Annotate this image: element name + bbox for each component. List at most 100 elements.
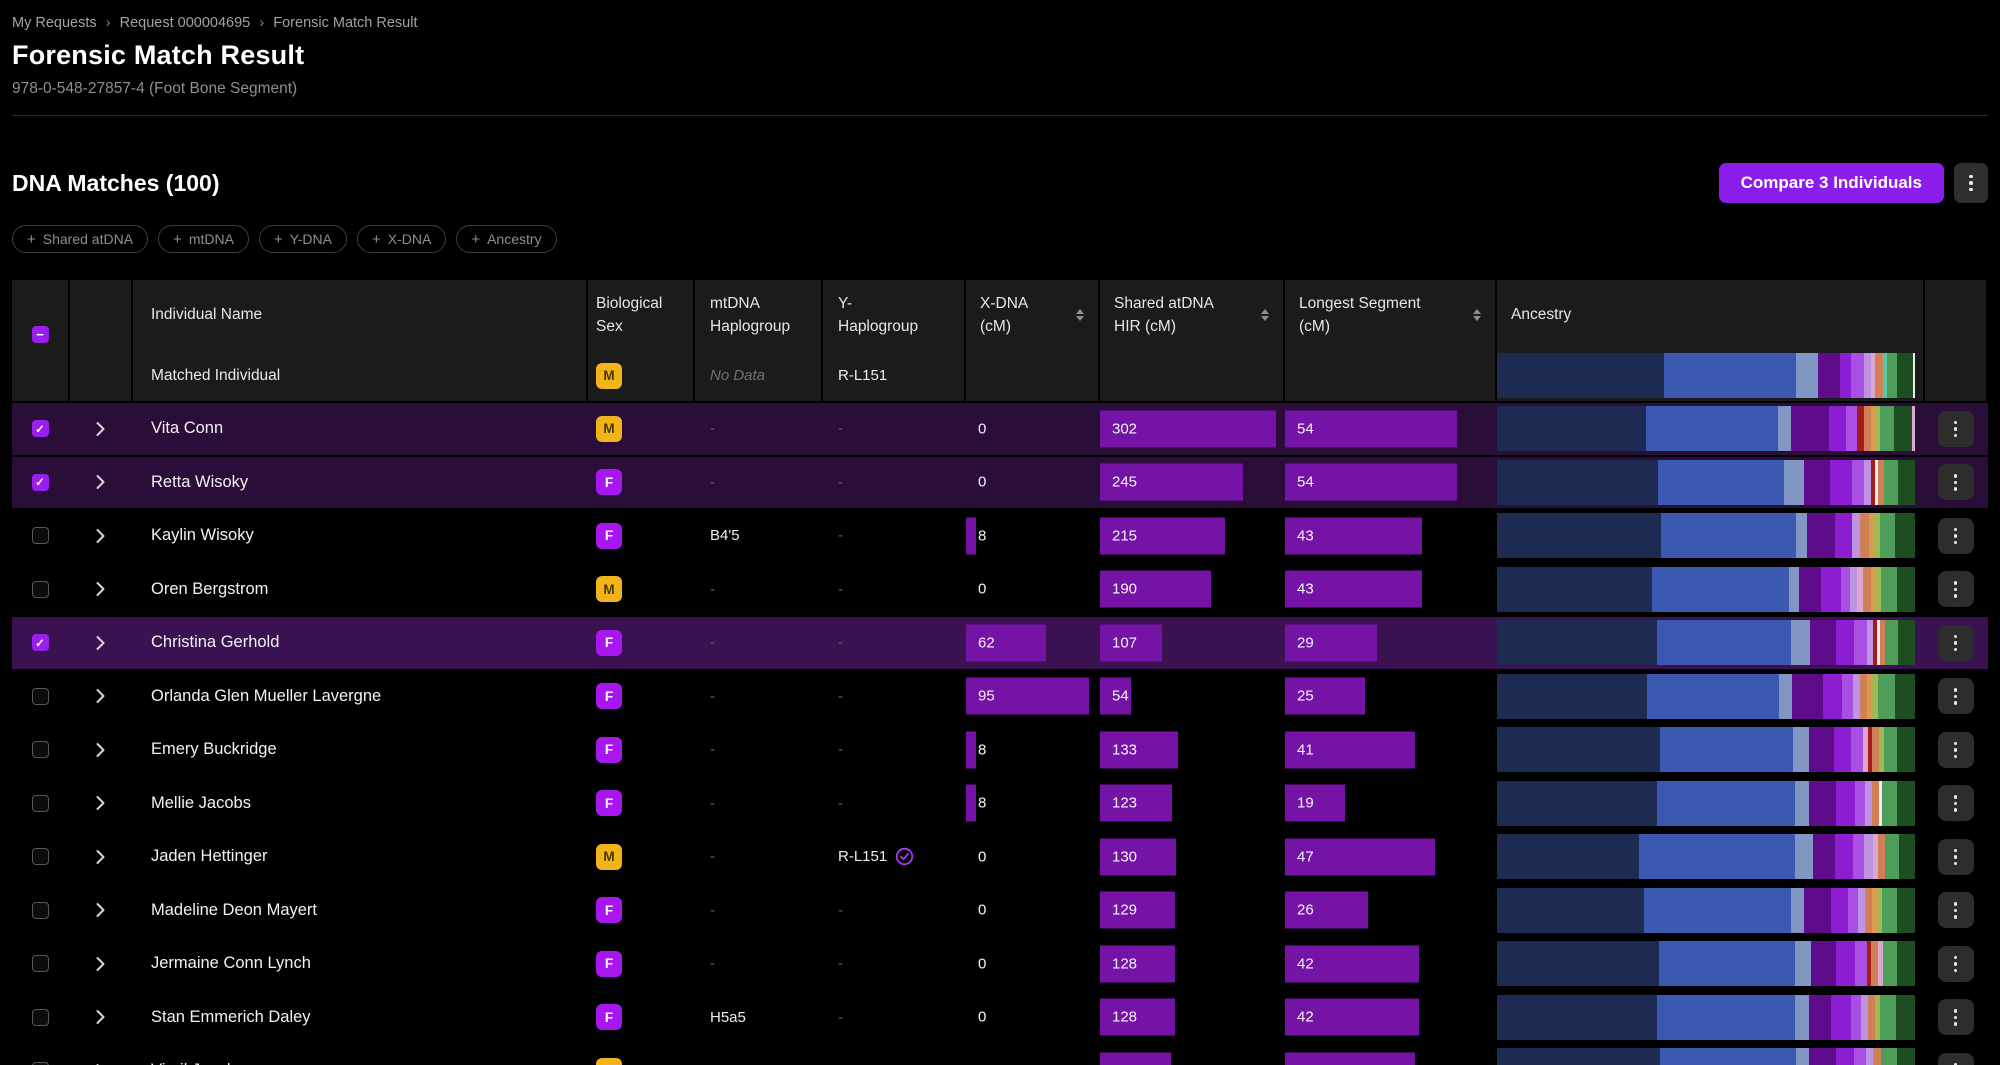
breadcrumb-my-requests[interactable]: My Requests (12, 14, 97, 31)
mtdna-haplogroup-cell: - (695, 564, 823, 616)
expand-chevron-icon[interactable] (96, 688, 105, 704)
row-checkbox[interactable] (31, 580, 49, 598)
row-menu-button[interactable] (1937, 571, 1974, 608)
row-checkbox[interactable] (31, 1062, 49, 1065)
expand-chevron-icon[interactable] (96, 635, 105, 651)
mtdna-value: - (710, 580, 715, 598)
x-dna-bar (966, 677, 1089, 715)
ancestry-segment-darkpurple (1803, 887, 1831, 933)
ancestry-segment-blue (1659, 941, 1795, 987)
longest-segment-cell: 43 (1285, 564, 1497, 616)
filter-x-dna[interactable]: + X-DNA (356, 225, 447, 253)
ancestry-segment-violet (1851, 353, 1865, 398)
ancestry-segment-green (1883, 727, 1898, 773)
shared-atdna-cell: 129 (1100, 885, 1285, 937)
row-menu-button[interactable] (1937, 410, 1974, 447)
row-checkbox[interactable]: ✓ (31, 420, 49, 438)
mtdna-value: - (710, 794, 715, 812)
shared-atdna-value: 302 (1112, 420, 1138, 438)
expand-chevron-icon[interactable] (96, 795, 105, 811)
ancestry-segment-darkpurple (1809, 780, 1836, 826)
shared-atdna-bar (1100, 1052, 1172, 1065)
individual-name: Christina Gerhold (151, 633, 280, 652)
row-expand-cell (70, 1045, 133, 1065)
sex-badge: M (596, 415, 622, 442)
filter-y-dna[interactable]: + Y-DNA (258, 225, 347, 253)
expand-chevron-icon[interactable] (96, 902, 105, 918)
shared-atdna-value: 107 (1112, 634, 1138, 652)
ancestry-segment-salmon (1877, 459, 1884, 505)
ancestry-segment-orange (1869, 513, 1875, 559)
row-expand-cell (70, 457, 133, 509)
row-menu-button[interactable] (1937, 464, 1974, 501)
header-shared-atdna[interactable]: Shared atDNA HIR (cM) (1100, 280, 1285, 350)
row-checkbox[interactable]: ✓ (31, 473, 49, 491)
filter-shared-atdna[interactable]: + Shared atDNA (12, 225, 149, 253)
individual-name-cell: Madeline Deon Mayert (133, 885, 588, 937)
row-select-cell (12, 885, 70, 937)
select-all-checkbox[interactable]: − (31, 326, 49, 343)
ancestry-segment-darkpurple (1809, 1048, 1837, 1065)
row-expand-cell (70, 885, 133, 937)
expand-chevron-icon[interactable] (96, 956, 105, 972)
row-menu-button[interactable] (1937, 678, 1974, 715)
ancestry-segment-navy (1497, 459, 1659, 505)
ancestry-segment-violet (1853, 620, 1867, 666)
breadcrumb-separator-icon: › (259, 14, 265, 31)
row-menu-button[interactable] (1937, 892, 1974, 929)
expand-chevron-icon[interactable] (96, 849, 105, 865)
expand-chevron-icon[interactable] (96, 1009, 105, 1025)
row-expand-cell (70, 724, 133, 776)
row-menu-button[interactable] (1937, 731, 1974, 768)
ancestry-segment-blue (1660, 727, 1794, 773)
compare-individuals-button[interactable]: Compare 3 Individuals (1718, 163, 1944, 203)
expand-chevron-icon[interactable] (96, 581, 105, 597)
row-checkbox[interactable] (31, 687, 49, 705)
row-menu-button[interactable] (1937, 945, 1974, 982)
row-checkbox[interactable] (31, 741, 49, 759)
ancestry-cell (1497, 617, 1925, 669)
filter-ancestry[interactable]: + Ancestry (456, 225, 557, 253)
ancestry-segment-lavender (1858, 887, 1866, 933)
row-menu-button[interactable] (1937, 838, 1974, 875)
row-checkbox[interactable] (31, 527, 49, 545)
x-dna-value: 8 (978, 741, 987, 759)
shared-atdna-cell: 133 (1100, 724, 1285, 776)
ancestry-segment-pink (1878, 941, 1883, 987)
sort-icon (1261, 308, 1269, 322)
mtdna-haplogroup-cell: - (695, 724, 823, 776)
expand-chevron-icon[interactable] (96, 474, 105, 490)
row-checkbox[interactable] (31, 848, 49, 866)
ancestry-segment-navy (1497, 941, 1660, 987)
row-checkbox[interactable]: ✓ (31, 634, 49, 652)
row-menu-button[interactable] (1937, 1052, 1974, 1065)
row-menu-button[interactable] (1937, 785, 1974, 822)
ancestry-segment-darkpurple (1806, 513, 1835, 559)
expand-chevron-icon[interactable] (96, 742, 105, 758)
header-longest-segment[interactable]: Longest Segment (cM) (1285, 280, 1497, 350)
row-checkbox[interactable] (31, 901, 49, 919)
biological-sex-cell: F (588, 510, 695, 562)
breadcrumb-request[interactable]: Request 000004695 (119, 14, 251, 31)
row-select-cell (12, 671, 70, 723)
row-menu-button[interactable] (1937, 624, 1974, 661)
x-dna-cell: 95 (966, 671, 1100, 723)
ancestry-cell (1497, 671, 1925, 723)
row-menu-button[interactable] (1937, 517, 1974, 554)
section-menu-button[interactable] (1954, 163, 1988, 203)
longest-segment-cell: 42 (1285, 938, 1497, 990)
row-checkbox[interactable] (31, 1008, 49, 1026)
x-dna-cell: 8 (966, 510, 1100, 562)
y-haplogroup-cell: - (823, 724, 966, 776)
row-checkbox[interactable] (31, 794, 49, 812)
filter-mtdna[interactable]: + mtDNA (158, 225, 249, 253)
row-checkbox[interactable] (31, 955, 49, 973)
ancestry-segment-yellowgreen (1875, 406, 1880, 452)
mtdna-value: B4'5 (710, 527, 740, 545)
ancestry-segment-orange (1871, 406, 1876, 452)
expand-chevron-icon[interactable] (96, 421, 105, 437)
header-x-dna[interactable]: X-DNA (cM) (966, 280, 1100, 350)
expand-chevron-icon[interactable] (96, 528, 105, 544)
row-menu-button[interactable] (1937, 999, 1974, 1036)
